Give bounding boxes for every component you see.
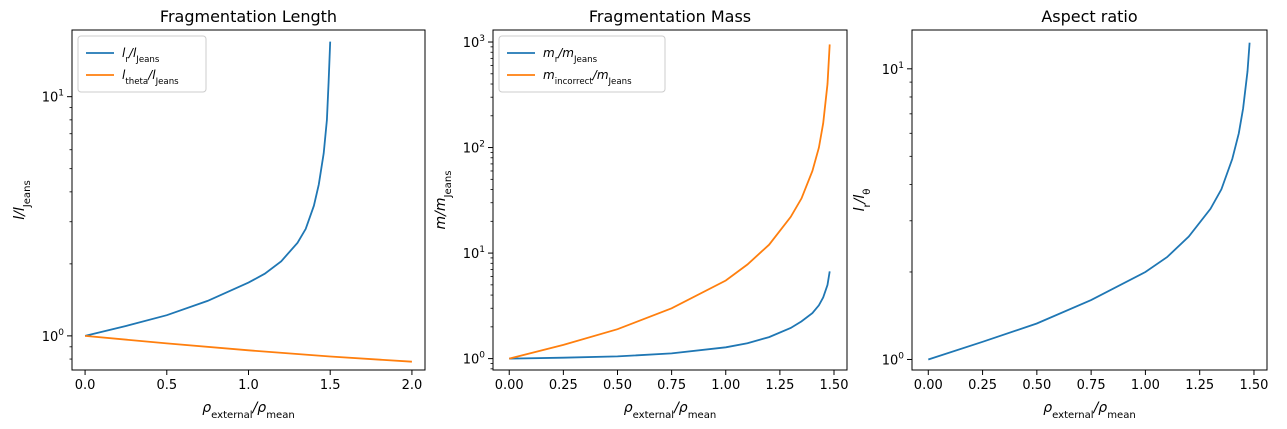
x-tick-label: 1.0 <box>238 378 259 393</box>
chart-title: Aspect ratio <box>1041 7 1137 26</box>
series-line-1 <box>509 271 831 360</box>
legend-entry: lr/lJeans <box>122 46 160 65</box>
series-line-1 <box>928 42 1251 361</box>
x-tick-label: 0.00 <box>495 378 524 393</box>
panel-2: Fragmentation Mass 0.00 0.25 0.50 0.75 1.00 1.… <box>433 7 848 421</box>
x-tick-label: 0.50 <box>1022 378 1051 393</box>
axes-frame <box>911 29 1268 371</box>
x-tick-label: 0.75 <box>657 378 686 393</box>
x-tick-label: 1.25 <box>765 378 794 393</box>
legend <box>498 35 666 93</box>
legend <box>77 35 207 93</box>
axes-frame <box>492 29 848 371</box>
y-tick-label: 101 <box>882 61 904 78</box>
y-tick-label: 102 <box>463 140 485 157</box>
x-tick-label: 1.25 <box>1185 378 1214 393</box>
legend-entry: mincorrect/mJeans <box>543 68 632 87</box>
x-axis-label: ρexternal/ρmean <box>624 400 717 421</box>
panel-1: Fragmentation Length 0.0 0.5 1.0 1.5 2.0 100 10… <box>12 7 426 421</box>
x-tick-label: 1.50 <box>1239 378 1268 393</box>
series-line-2 <box>508 44 831 360</box>
x-axis-label: ρexternal/ρmean <box>202 400 295 421</box>
chart-title: Fragmentation Mass <box>589 7 751 26</box>
x-tick-label: 0.00 <box>914 378 943 393</box>
x-tick-label: 1.00 <box>711 378 740 393</box>
y-tick-label: 100 <box>463 351 486 368</box>
legend-entry: mr/mJeans <box>543 46 598 65</box>
y-tick-label: 101 <box>463 245 485 262</box>
legend-entry: ltheta/lJeans <box>122 68 179 87</box>
series-line-1 <box>84 41 332 337</box>
x-tick-label: 0.0 <box>75 378 96 393</box>
x-tick-label: 1.5 <box>320 378 341 393</box>
y-axis-label: m/mJeans <box>433 171 454 230</box>
y-tick-label: 103 <box>463 34 485 51</box>
y-axis-label: l/lJeans <box>12 180 33 220</box>
panel-3: Aspect ratio 0.00 0.25 0.50 0.75 1.00 1.25 1.50… <box>852 7 1268 421</box>
x-tick-label: 0.25 <box>968 378 997 393</box>
chart-title: Fragmentation Length <box>160 7 337 26</box>
x-tick-label: 0.50 <box>603 378 632 393</box>
series-line-2 <box>85 335 412 363</box>
x-tick-label: 2.0 <box>402 378 423 393</box>
y-tick-label: 101 <box>42 89 64 106</box>
x-tick-label: 0.25 <box>549 378 578 393</box>
y-tick-label: 100 <box>882 351 905 368</box>
x-tick-label: 1.00 <box>1131 378 1160 393</box>
x-tick-label: 0.5 <box>156 378 177 393</box>
x-tick-label: 0.75 <box>1077 378 1106 393</box>
y-axis-label: lr/lθ <box>852 189 873 212</box>
y-tick-label: 100 <box>42 328 65 345</box>
x-tick-label: 1.50 <box>820 378 849 393</box>
x-axis-label: ρexternal/ρmean <box>1043 400 1136 421</box>
